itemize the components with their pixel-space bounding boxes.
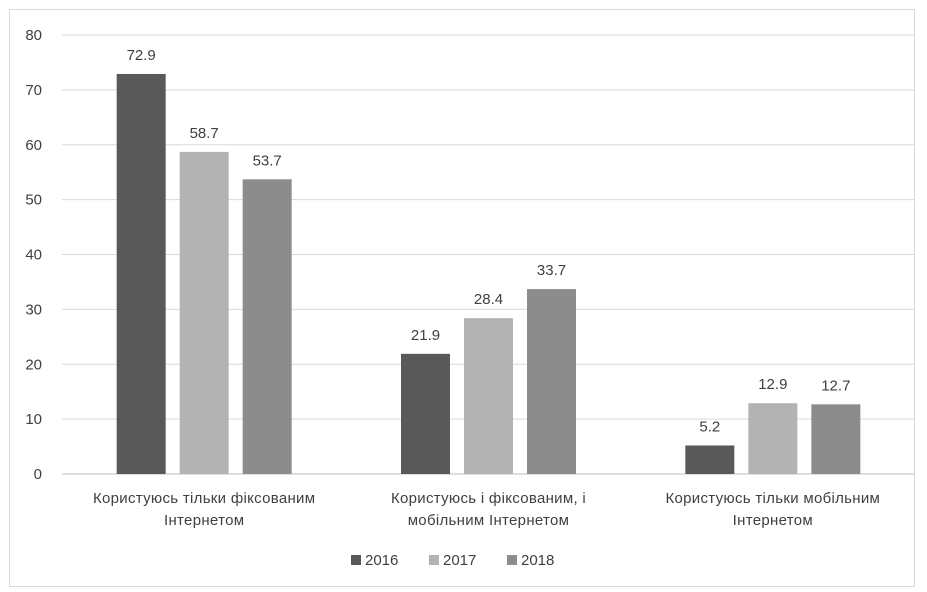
legend-swatch-2017	[429, 555, 439, 565]
category-label: Інтернетом	[733, 512, 813, 529]
bar-2018	[242, 179, 292, 475]
y-tick-label: 60	[25, 137, 42, 154]
legend-label: 2017	[443, 552, 476, 569]
data-label: 12.9	[758, 376, 787, 393]
data-label: 21.9	[411, 327, 440, 344]
y-tick-label: 80	[25, 27, 42, 44]
bar-2016	[685, 445, 735, 474]
bar-2016	[401, 353, 450, 474]
y-tick-label: 70	[25, 82, 42, 99]
category-labels: Користуюсь тільки фіксованим Інтернетом Ко…	[93, 490, 880, 529]
legend-swatch-2016	[351, 555, 361, 565]
legend-label: 2016	[365, 552, 398, 569]
category-label: Інтернетом	[164, 512, 244, 529]
data-labels: 72.9 58.7 53.7 21.9 28.4 33.7 5.2 12.9 12.7	[127, 47, 851, 436]
data-label: 28.4	[474, 291, 503, 308]
category-label: Користуюсь тільки фіксованим	[93, 490, 315, 507]
legend-swatch-2018	[507, 555, 517, 565]
bar-2016	[116, 73, 166, 475]
y-tick-label: 50	[25, 192, 42, 209]
bar-2017	[179, 151, 229, 475]
data-label: 72.9	[127, 47, 156, 64]
category-label: Користуюсь і фіксованим, і	[391, 490, 586, 507]
data-label: 53.7	[253, 152, 282, 169]
category-label: мобільним Інтернетом	[408, 512, 570, 529]
category-label: Користуюсь тільки мобільним	[665, 490, 880, 507]
data-label: 58.7	[190, 125, 219, 142]
bar-2017	[748, 403, 798, 474]
y-tick-label: 0	[34, 466, 42, 483]
y-axis-ticks: 0 10 20 30 40 50 60 70 80	[25, 27, 42, 483]
data-label: 12.7	[821, 377, 850, 394]
y-tick-label: 20	[25, 356, 42, 373]
bars	[116, 73, 861, 475]
bar-2018	[811, 404, 861, 474]
bar-2017	[464, 318, 513, 474]
data-label: 33.7	[537, 262, 566, 279]
legend-label: 2018	[521, 552, 554, 569]
data-label: 5.2	[699, 418, 720, 435]
y-tick-label: 10	[25, 411, 42, 428]
legend: 2016 2017 2018	[351, 552, 554, 569]
y-tick-label: 40	[25, 247, 42, 264]
bar-2018	[527, 289, 576, 474]
y-tick-label: 30	[25, 301, 42, 318]
